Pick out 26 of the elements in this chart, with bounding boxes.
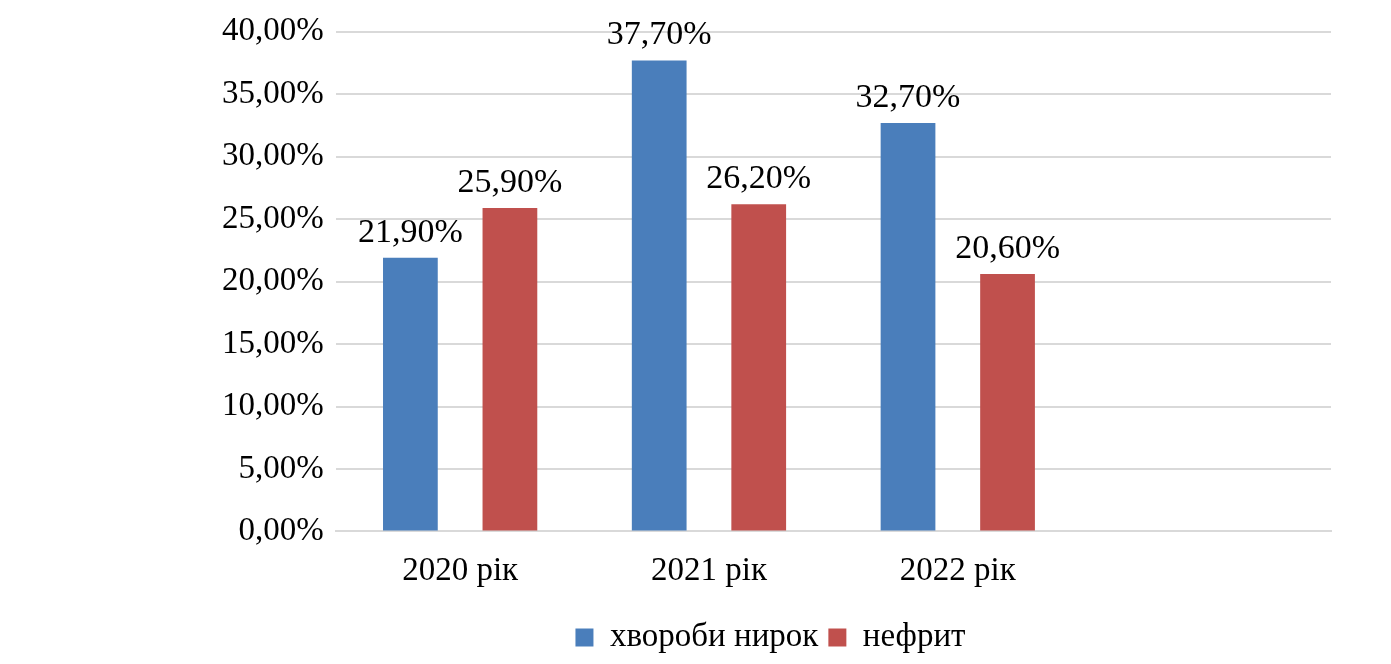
data-label: 37,70%: [606, 14, 712, 52]
data-label: 32,70%: [855, 76, 961, 114]
bar: [631, 60, 687, 531]
x-tick-label: 2022 рік: [899, 550, 1017, 587]
y-tick-label: 30,00%: [221, 136, 324, 173]
data-label: 21,90%: [357, 211, 463, 249]
legend-label: нефрит: [862, 617, 966, 654]
y-tick-label: 35,00%: [221, 73, 324, 110]
y-tick-label: 25,00%: [221, 198, 324, 235]
data-label: 20,60%: [955, 228, 1060, 266]
y-tick-label: 10,00%: [221, 386, 324, 423]
y-tick-label: 20,00%: [221, 261, 324, 298]
y-tick-label: 15,00%: [221, 323, 324, 360]
bar: [980, 274, 1035, 531]
data-label: 26,20%: [706, 158, 812, 196]
bar: [880, 122, 936, 531]
bar: [731, 204, 787, 531]
y-tick-label: 40,00%: [221, 11, 324, 48]
bar: [383, 257, 438, 531]
bar: [482, 207, 538, 531]
y-tick-label: 0,00%: [238, 511, 324, 548]
legend-label: хвороби нирок: [609, 617, 820, 654]
y-tick-label: 5,00%: [238, 448, 324, 485]
data-label: 25,90%: [457, 161, 563, 199]
x-tick-label: 2020 рік: [402, 550, 520, 587]
x-tick-label: 2021 рік: [650, 550, 768, 587]
